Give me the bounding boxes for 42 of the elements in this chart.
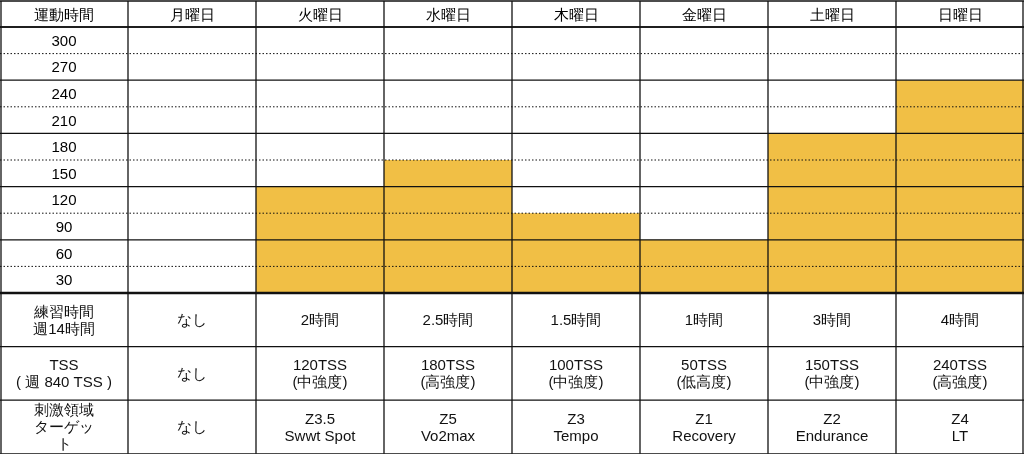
- text: Z3 Tempo: [553, 409, 599, 444]
- text: Z2 Endurance: [795, 409, 869, 444]
- text: 100TSS (中強度): [548, 356, 604, 391]
- y-tick-label: 180: [51, 138, 77, 156]
- x-tick-label: 日曜日: [937, 6, 983, 23]
- text: 練習時間週14時間: [32, 302, 96, 337]
- text: 4時間: [940, 311, 980, 329]
- text: Z5 Vo2max: [420, 409, 476, 444]
- text: 240TSS (高強度): [932, 356, 988, 391]
- text: 刺激領域ターゲット: [33, 401, 95, 453]
- y-tick-label: 210: [51, 111, 77, 129]
- y-tick-label: 240: [51, 85, 77, 102]
- text: 2.5時間: [422, 311, 474, 329]
- text: なし: [177, 311, 207, 329]
- text: 150TSS (中強度): [804, 356, 860, 391]
- y-tick-label: 150: [51, 164, 77, 182]
- text: Z4 LT: [951, 409, 969, 444]
- text: 2時間: [300, 311, 340, 329]
- text: 50TSS (低高度): [676, 356, 732, 391]
- y-axis-title: 運動時間: [34, 6, 94, 23]
- text: 1.5時間: [550, 311, 602, 329]
- x-tick-label: 火曜日: [297, 6, 343, 23]
- y-tick-label: 120: [51, 191, 77, 209]
- x-tick-label: 金曜日: [681, 6, 727, 23]
- text: なし: [177, 418, 207, 436]
- x-tick-label: 土曜日: [809, 6, 855, 23]
- text: Z3.5 Swwt Spot: [284, 409, 356, 444]
- text: なし: [177, 364, 207, 382]
- text: Z1 Recovery: [672, 409, 736, 444]
- x-tick-label: 月曜日: [169, 6, 215, 23]
- text: 180TSS (高強度): [420, 356, 476, 391]
- x-tick-label: 木曜日: [553, 6, 599, 23]
- y-tick-label: 90: [55, 218, 73, 235]
- text: 1時間: [684, 311, 724, 329]
- x-tick-label: 水曜日: [425, 6, 471, 23]
- y-tick-label: 60: [55, 244, 73, 262]
- y-tick-label: 30: [55, 271, 73, 289]
- text: TSS ( 週 840 TSS ): [16, 356, 112, 391]
- text: 120TSS (中強度): [292, 356, 348, 391]
- text: 3時間: [812, 311, 852, 329]
- y-tick-label: 300: [51, 31, 77, 49]
- y-tick-label: 270: [51, 58, 77, 76]
